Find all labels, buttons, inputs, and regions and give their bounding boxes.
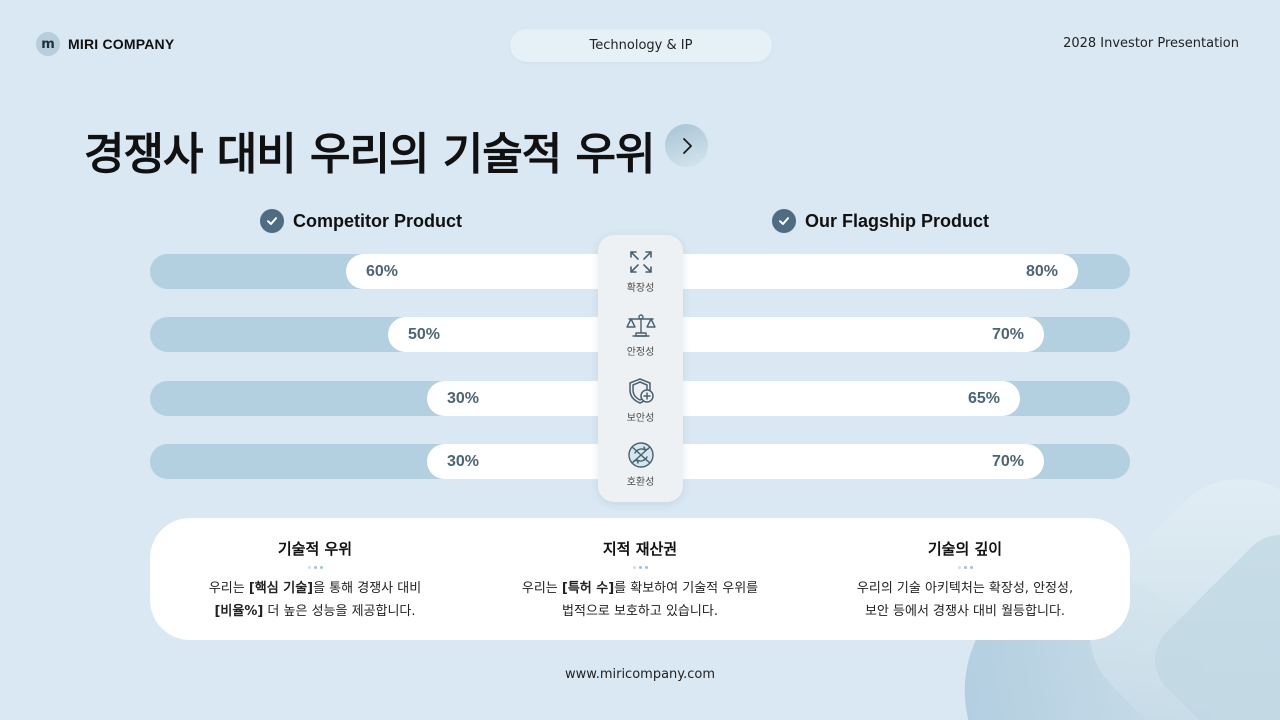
ours-bar: 80% [640, 254, 1078, 289]
company-name: MIRI COMPANY [68, 36, 175, 52]
comparison-row-scalability: 60% 80% [150, 254, 1130, 289]
globe-sync-icon [627, 442, 654, 468]
shield-plus-icon [628, 378, 654, 404]
competitor-value: 50% [408, 325, 441, 343]
metric-icon-panel: 확장성 안정성 보안성 호환성 [598, 235, 683, 502]
summary-text: 우리는 [핵심 기술]을 통해 경쟁사 대비 [비율%] 더 높은 성능을 제공… [208, 581, 422, 619]
summary-text: 우리의 기술 아키텍처는 확장성, 안정성, 보안 등에서 경쟁사 대비 월등합… [856, 581, 1074, 619]
metric-label: 호환성 [626, 477, 655, 488]
check-circle-icon [260, 209, 284, 233]
balance-scale-icon [625, 314, 656, 337]
summary-title: 기술의 깊이 [927, 540, 1003, 558]
expand-arrows-icon [629, 251, 652, 273]
chevron-right-icon [682, 137, 692, 154]
ours-bar: 65% [640, 381, 1020, 416]
our-product-heading-label: Our Flagship Product [805, 210, 990, 231]
metric-security: 보안성 [598, 377, 683, 424]
competitor-heading: Competitor Product [260, 209, 462, 233]
deck-title: 2028 Investor Presentation [1063, 36, 1239, 51]
ours-bar: 70% [640, 444, 1044, 479]
ours-value: 70% [991, 325, 1024, 343]
dots-divider [155, 566, 475, 569]
ours-bar: 70% [640, 317, 1044, 352]
competitor-value: 30% [447, 452, 480, 470]
summary-item-ip: 지적 재산권 우리는 [특허 수]를 확보하여 기술적 우위를 법적으로 보호하… [480, 538, 800, 623]
metric-compatibility: 호환성 [598, 441, 683, 488]
our-product-heading: Our Flagship Product [772, 209, 989, 233]
competitor-value: 30% [447, 389, 480, 407]
summary-item-tech-advantage: 기술적 우위 우리는 [핵심 기술]을 통해 경쟁사 대비 [비율%] 더 높은… [155, 538, 475, 623]
next-button[interactable] [665, 124, 708, 167]
competitor-value: 60% [366, 262, 399, 280]
competitor-bar: 60% [346, 254, 640, 289]
comparison-row-stability: 50% 70% [150, 317, 1130, 352]
ours-value: 80% [1025, 262, 1058, 280]
page-title: 경쟁사 대비 우리의 기술적 우위 [84, 129, 656, 180]
background-decoration [1138, 518, 1280, 720]
summary-item-tech-depth: 기술의 깊이 우리의 기술 아키텍처는 확장성, 안정성, 보안 등에서 경쟁사… [805, 538, 1125, 623]
section-label: Technology & IP [510, 29, 772, 62]
summary-card: 기술적 우위 우리는 [핵심 기술]을 통해 경쟁사 대비 [비율%] 더 높은… [150, 518, 1130, 640]
dots-divider [480, 566, 800, 569]
slide-header: m MIRI COMPANY Technology & IP 2028 Inve… [0, 0, 1280, 80]
metric-scalability: 확장성 [598, 249, 683, 294]
company-logo: m MIRI COMPANY [36, 32, 174, 56]
metric-label: 안정성 [626, 347, 655, 358]
ours-value: 70% [991, 452, 1024, 470]
metric-stability: 안정성 [598, 313, 683, 358]
footer-url: www.miricompany.com [564, 667, 716, 682]
metric-label: 보안성 [626, 413, 655, 424]
summary-text: 우리는 [특허 수]를 확보하여 기술적 우위를 법적으로 보호하고 있습니다. [521, 581, 759, 619]
ours-value: 65% [967, 389, 1000, 407]
competitor-heading-label: Competitor Product [293, 210, 462, 231]
metric-label: 확장성 [626, 283, 655, 294]
logo-mark-icon: m [36, 32, 60, 56]
summary-title: 지적 재산권 [602, 540, 678, 558]
check-circle-icon [772, 209, 796, 233]
dots-divider [805, 566, 1125, 569]
summary-title: 기술적 우위 [277, 540, 353, 558]
comparison-row-compatibility: 30% 70% [150, 444, 1130, 479]
